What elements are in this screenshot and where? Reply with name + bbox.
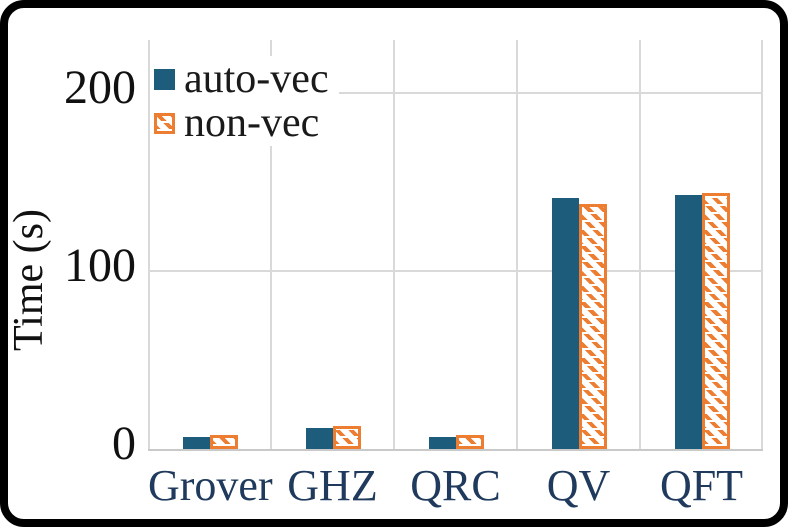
bar-non-vec-Grover [209, 434, 238, 449]
plot-area [148, 40, 763, 451]
bar-auto-vec-Grover [182, 436, 210, 449]
bar-auto-vec-QFT [674, 194, 702, 449]
gridline-horizontal [148, 270, 763, 273]
y-tick-label-200: 200 [64, 61, 136, 115]
bar-auto-vec-GHZ [305, 427, 333, 449]
gridline-vertical [516, 40, 518, 449]
x-tick-label-GHZ: GHZ [287, 461, 378, 510]
legend-label-non-vec: non-vec [184, 100, 320, 146]
x-axis-category-labels: Grover GHZ QRC QV QFT [148, 458, 763, 518]
gridline-vertical [393, 40, 395, 449]
gridline-vertical [270, 40, 272, 449]
bar-non-vec-QFT [701, 192, 730, 449]
gridline-vertical [639, 40, 641, 449]
bar-auto-vec-QRC [428, 436, 456, 449]
legend-label-auto-vec: auto-vec [184, 56, 329, 102]
x-tick-label-QRC: QRC [410, 461, 501, 510]
y-tick-label-0: 0 [112, 417, 136, 470]
gridline-horizontal [148, 92, 763, 95]
legend-swatch-auto-vec [154, 68, 175, 90]
bar-non-vec-GHZ [332, 425, 361, 449]
legend: auto-vec non-vec [150, 56, 339, 146]
legend-item-auto-vec: auto-vec [154, 56, 329, 102]
gridline-vertical [761, 40, 763, 449]
x-tick-label-QFT: QFT [659, 461, 744, 510]
y-axis-tick-labels: 0 100 200 [0, 40, 136, 468]
x-tick-label-Grover: Grover [148, 461, 273, 510]
x-tick-label-QV: QV [546, 461, 611, 510]
y-tick-label-100: 100 [64, 239, 136, 293]
gridline-vertical [148, 40, 150, 449]
bar-non-vec-QV [578, 203, 607, 449]
bar-non-vec-QRC [455, 434, 484, 449]
legend-item-non-vec: non-vec [154, 100, 329, 146]
bar-auto-vec-QV [551, 198, 579, 449]
legend-swatch-non-vec [154, 112, 175, 134]
